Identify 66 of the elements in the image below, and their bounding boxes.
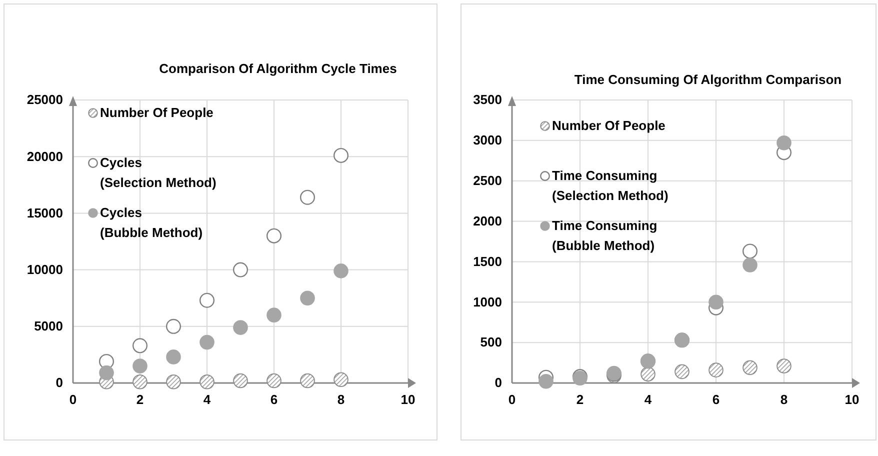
y-tick-label: 10000 [26,262,63,277]
x-tick-label: 6 [712,392,720,408]
y-tick-label: 3500 [473,92,502,108]
point [266,308,282,322]
point [132,358,148,374]
point [708,294,724,310]
chart-title: Time Consuming Of Algorithm Comparison [574,72,842,87]
legend-label: Time Consuming (Bubble Method) [552,218,658,253]
x-tick-label: 10 [844,392,860,408]
y-tick-label: 25000 [26,92,63,108]
x-tick-label: 6 [270,392,278,408]
x-tick-label: 8 [780,392,788,408]
point [200,334,214,350]
y-tick-label: 1000 [473,294,502,310]
point [166,318,182,334]
legend-label: Cycles (Bubble Method) [100,205,203,240]
legend-label: Number Of People [100,105,214,120]
y-tick-label: 15000 [26,205,63,220]
y-tick-label: 500 [480,334,502,350]
x-tick-label: 0 [508,392,516,408]
point [300,190,316,205]
point [333,148,349,163]
point [742,244,758,259]
y-tick-label: 5000 [34,318,63,334]
point [200,374,214,390]
point [166,374,181,390]
point [266,373,282,388]
x-tick-label: 4 [644,392,652,408]
point [99,365,114,380]
point [232,262,248,278]
y-tick-label: 1500 [473,254,502,269]
chart-title: Comparison Of Algorithm Cycle Times [159,61,397,76]
point [266,228,282,244]
point [300,290,315,306]
point [776,135,792,150]
point [334,372,348,387]
x-tick-label: 2 [136,392,144,408]
point [166,350,181,364]
x-tick-label: 2 [576,392,584,408]
point [300,373,315,388]
point [334,264,348,278]
y-tick-label: 2500 [473,173,502,188]
legend-label: Number Of People [552,118,666,133]
point [199,292,215,308]
y-tick-label: 20000 [26,148,63,164]
y-tick-label: 2000 [473,213,502,228]
point [132,374,148,390]
point [708,362,724,378]
y-tick-label: 0 [56,375,63,390]
point [132,338,148,354]
point [742,360,758,376]
x-tick-label: 4 [203,392,212,408]
point [674,364,690,380]
x-tick-label: 0 [69,392,77,408]
x-tick-label: 10 [400,392,416,408]
point [742,258,758,272]
legend-label: Time Consuming (Selection Method) [552,168,668,203]
point [776,358,792,374]
legend-label: Cycles (Selection Method) [100,155,216,190]
point [538,374,554,389]
y-tick-label: 0 [494,375,502,390]
point [233,373,248,388]
point [640,366,656,382]
y-tick-label: 3000 [473,132,502,148]
point [233,320,248,335]
x-tick-label: 8 [337,392,345,408]
